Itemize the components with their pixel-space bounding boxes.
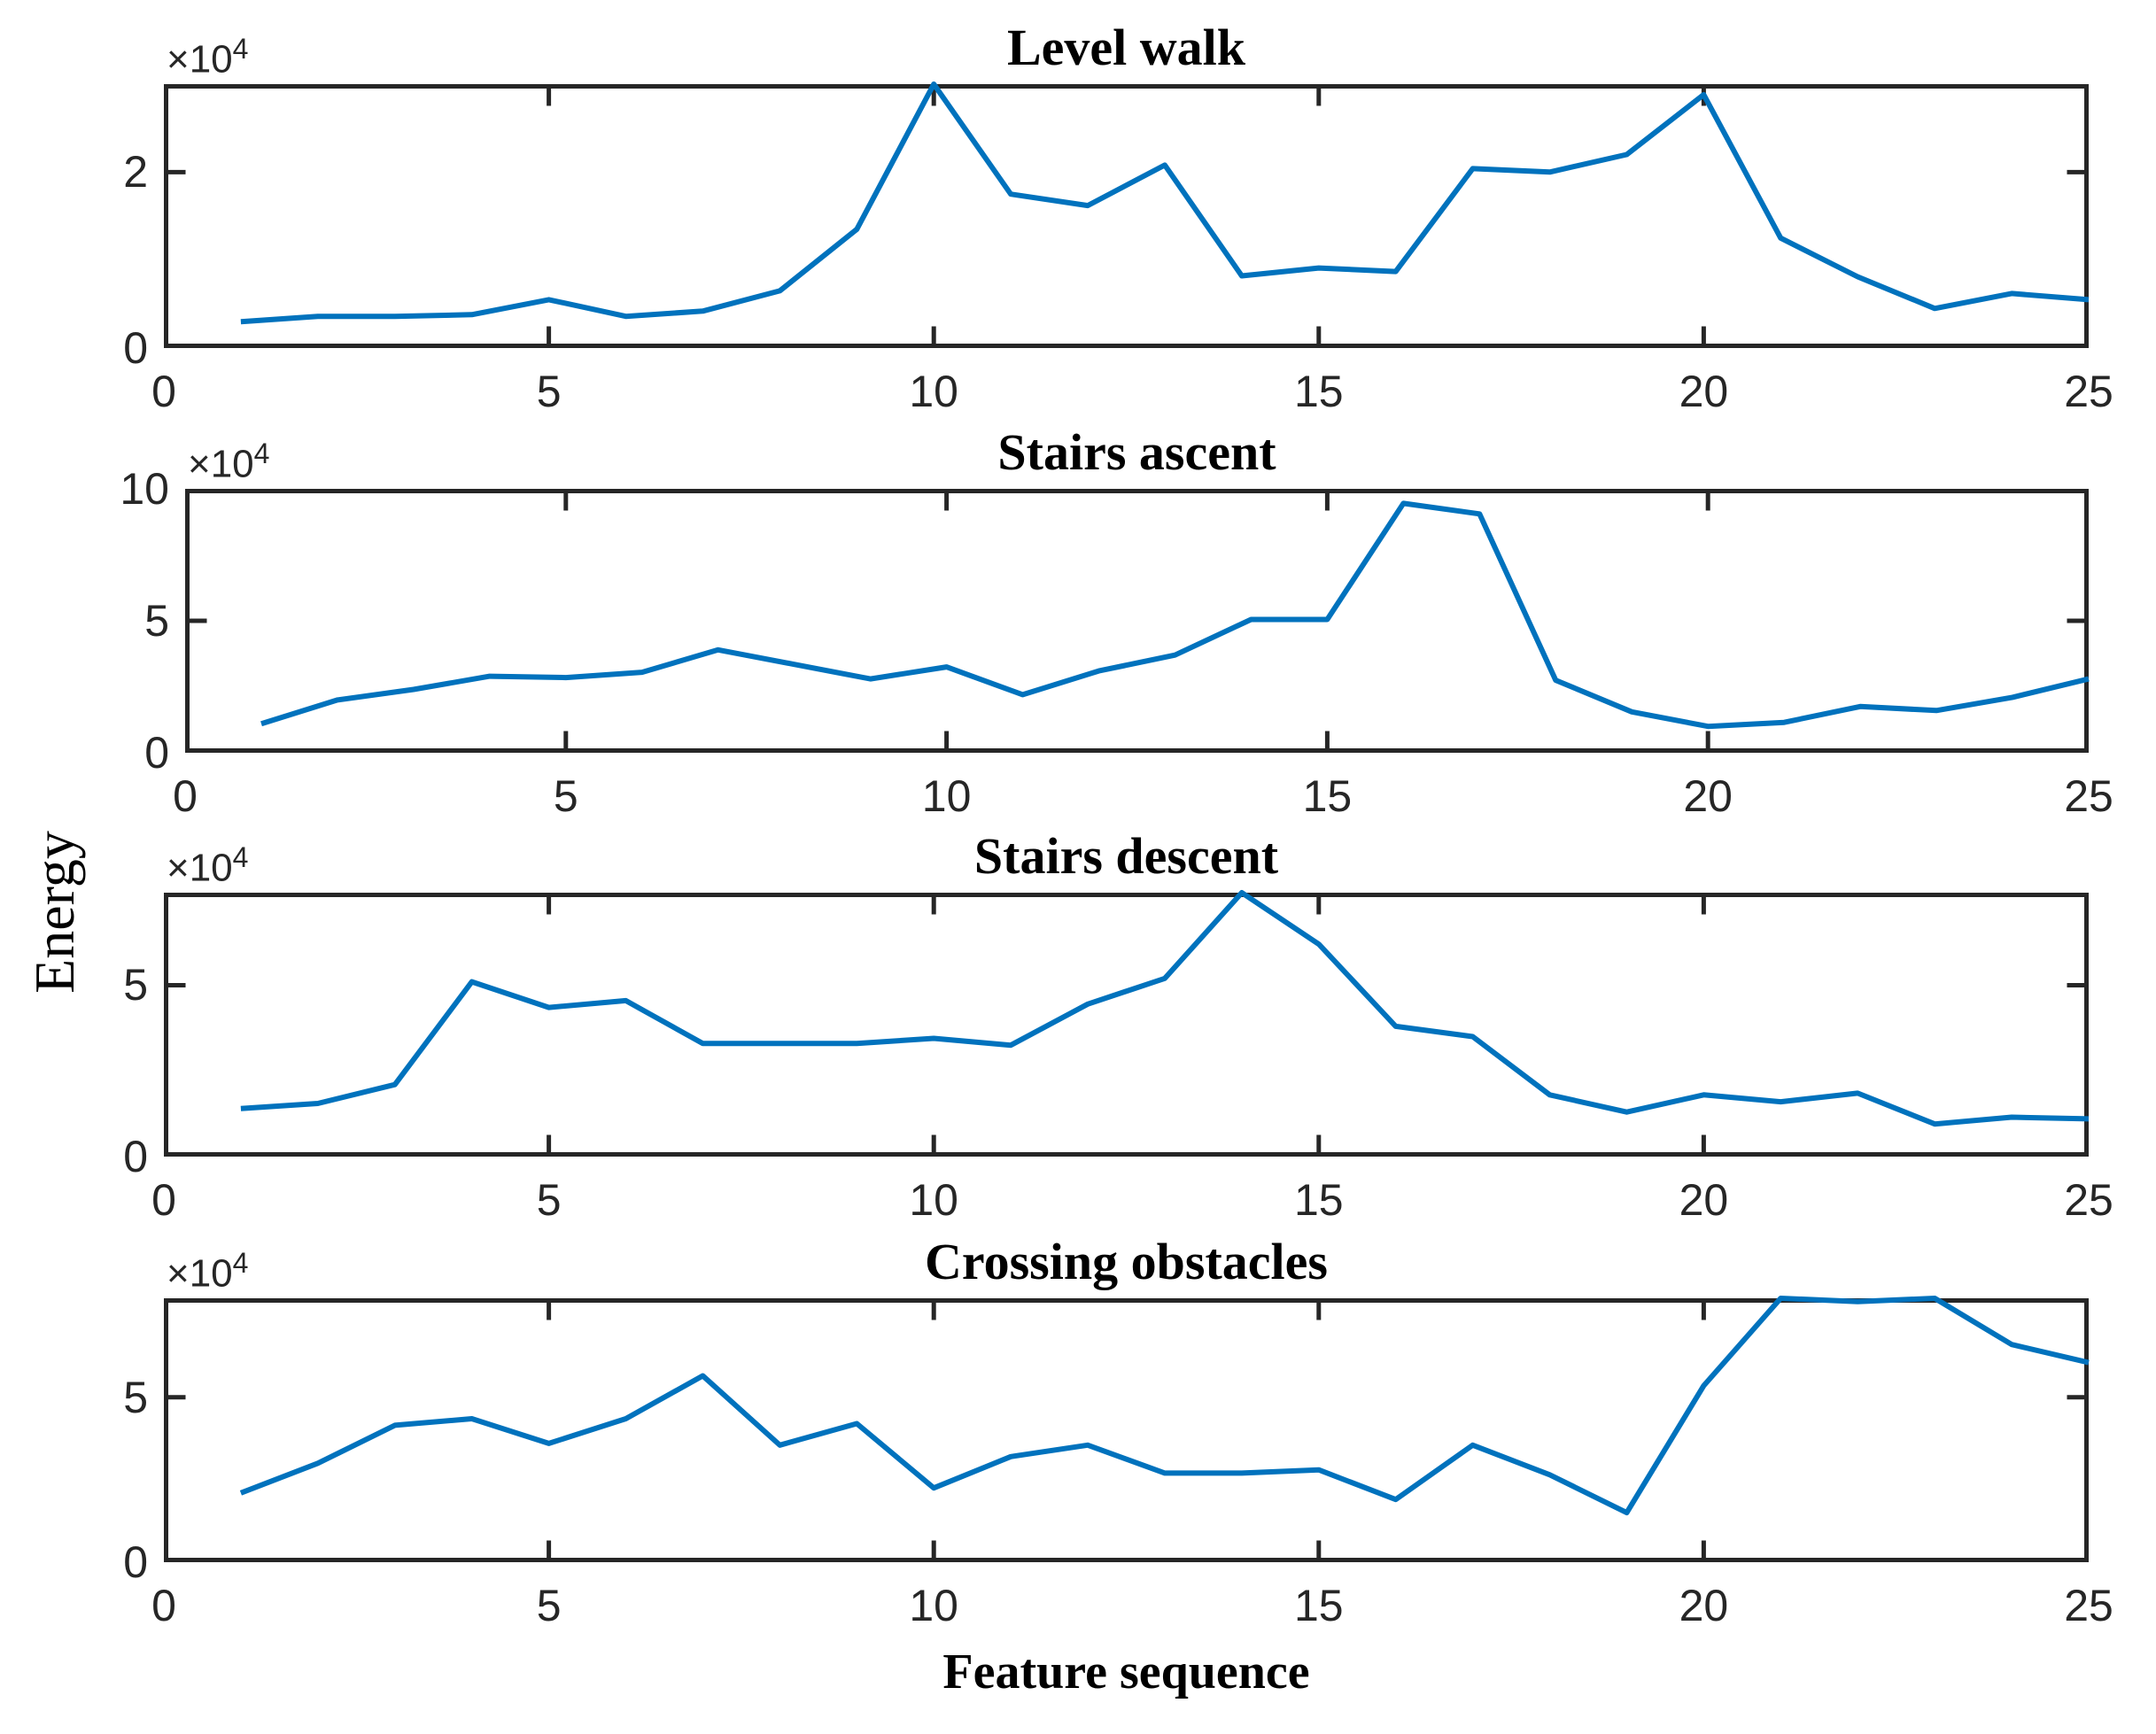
x-tick-label: 5 [536,367,562,416]
x-tick-label: 20 [1679,1581,1729,1630]
y-axis-label: Energy [23,831,86,994]
x-tick-label: 15 [1293,1581,1344,1630]
energy-line [260,500,2090,730]
y-tick-label: 0 [123,1132,148,1181]
x-tick-label: 10 [909,1581,958,1630]
x-tick-label: 10 [909,1175,958,1225]
exponent-mantissa: ×10 [167,37,233,81]
x-tick-label: 25 [2064,1175,2113,1225]
y-tick-label: 5 [123,1372,148,1422]
plot-area [185,489,2090,753]
x-tick-label: 15 [1293,367,1344,416]
x-tick-label: 5 [536,1175,562,1225]
x-tick-label: 25 [2064,771,2113,821]
subplot-stairs-ascent: Stairs ascent ×104 0 5 10 0 5 10 15 20 25 [0,423,2156,879]
x-tick-label: 10 [921,771,972,821]
y-axis-exponent-label: ×104 [167,1247,248,1297]
x-tick-label: 25 [2064,367,2113,416]
axes-svg [164,81,2090,348]
y-tick-label: 2 [123,147,148,197]
axes-svg [164,1296,2090,1562]
x-axis-label: Feature sequence [942,1645,1310,1699]
energy-line [239,1296,2090,1516]
plot-area [164,1296,2090,1562]
plot-area [164,81,2090,348]
plot-area [164,890,2090,1157]
x-tick-label: 0 [151,1581,176,1630]
axes-box [164,893,2089,1157]
subplot-title: Crossing obstacles [925,1233,1328,1290]
subplot-crossing-obstacles: Crossing obstacles ×104 0 5 0 5 10 15 20 25 [0,1233,2156,1688]
y-tick-label: 5 [144,596,169,646]
exponent-power: 4 [253,437,270,469]
y-axis-exponent-label: ×104 [167,33,248,82]
axes-box [164,1298,2089,1562]
x-tick-label: 25 [2064,1581,2113,1630]
exponent-mantissa: ×10 [188,442,254,486]
x-tick-label: 20 [1679,1175,1729,1225]
axes-box [185,489,2089,753]
x-tick-label: 15 [1302,771,1353,821]
exponent-mantissa: ×10 [167,1251,233,1296]
x-tick-label: 5 [553,771,578,821]
y-axis-exponent-label: ×104 [188,437,269,487]
axes-svg [164,890,2090,1157]
subplot-title: Stairs descent [973,827,1279,885]
y-axis-exponent-label: ×104 [167,841,248,891]
exponent-power: 4 [232,1247,249,1279]
axes-svg [185,489,2090,753]
y-tick-label: 10 [120,464,169,514]
x-tick-label: 0 [173,771,198,821]
x-tick-label: 0 [151,367,176,416]
subplot-title: Stairs ascent [997,423,1276,481]
x-tick-label: 15 [1293,1175,1344,1225]
energy-line [240,890,2090,1127]
axes-box [164,84,2089,348]
x-tick-label: 20 [1679,367,1729,416]
energy-line [240,81,2090,325]
y-tick-label: 0 [123,323,148,373]
exponent-power: 4 [232,33,249,65]
x-tick-label: 10 [909,367,958,416]
subplot-title: Level walk [1006,19,1246,76]
y-tick-label: 5 [123,960,148,1010]
y-tick-label: 0 [123,1537,148,1587]
x-tick-label: 20 [1683,771,1733,821]
exponent-mantissa: ×10 [167,846,233,890]
exponent-power: 4 [232,841,249,873]
y-tick-label: 0 [144,728,169,778]
x-tick-label: 5 [536,1581,562,1630]
x-tick-label: 0 [151,1175,176,1225]
